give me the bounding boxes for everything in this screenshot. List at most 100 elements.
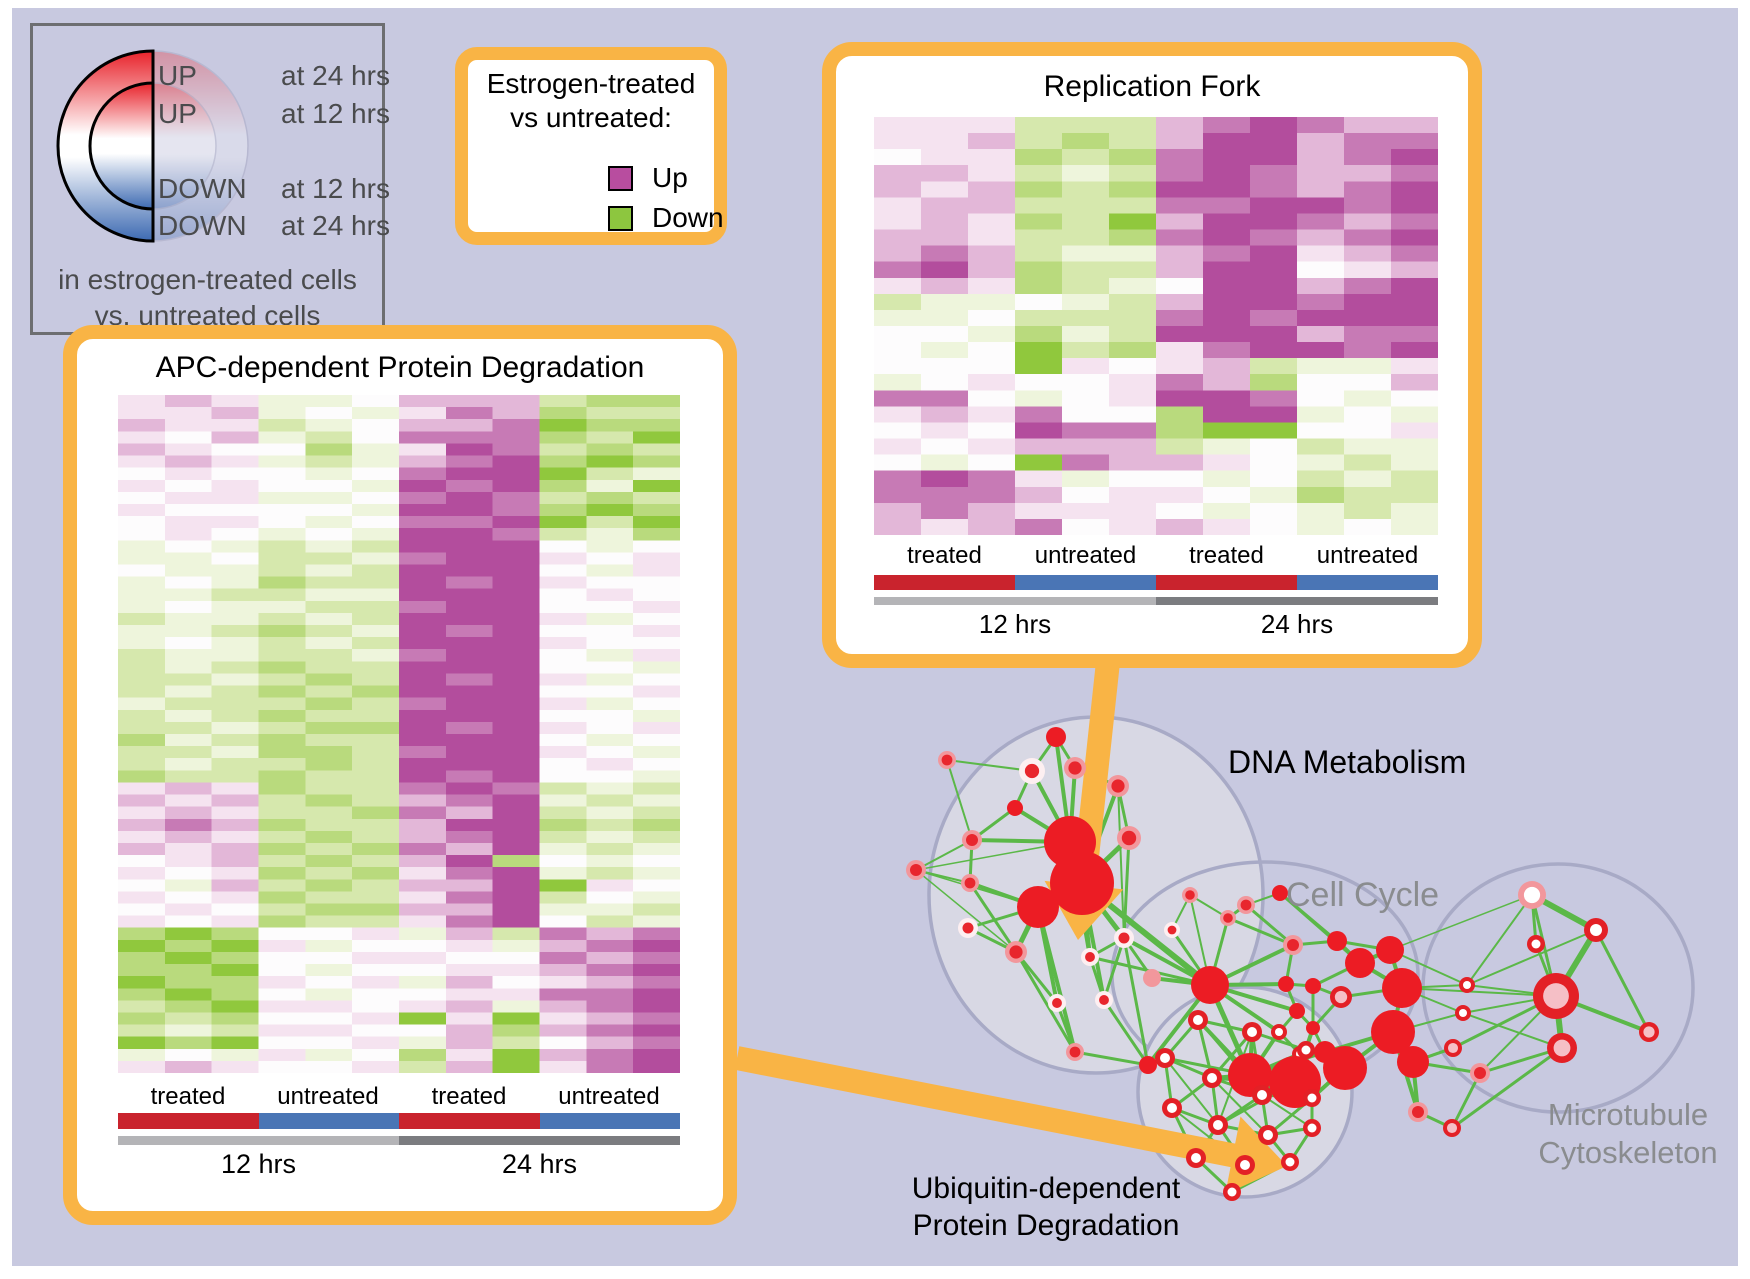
network-node <box>1117 826 1141 850</box>
network-node-core <box>910 864 922 876</box>
network-edge <box>1411 1060 1420 1114</box>
network-edge <box>1248 1030 1281 1077</box>
network-node <box>1237 896 1255 914</box>
network-node <box>1046 727 1066 747</box>
rf-time-12hrs: 12 hrs <box>978 609 1052 639</box>
network-edge <box>1171 1107 1246 1166</box>
network-edge <box>1116 784 1131 840</box>
network-node <box>1547 1033 1577 1063</box>
network-edge <box>1462 1012 1563 1049</box>
network-node <box>1064 757 1086 779</box>
network-node <box>1228 1053 1272 1097</box>
network-edge <box>915 869 1039 908</box>
network-node-core <box>1263 1130 1273 1140</box>
network-node <box>1281 1153 1299 1171</box>
network-edge <box>1466 894 1533 986</box>
apc-degradation-heatmap <box>118 395 680 1073</box>
network-node <box>1044 816 1096 868</box>
network-edge <box>1208 983 1281 1034</box>
network-node <box>1095 991 1113 1009</box>
treatment-bar-segment <box>118 1113 259 1129</box>
network-edge <box>915 841 1071 871</box>
network-node-core <box>1523 886 1541 904</box>
time-bar-segment <box>399 1136 680 1145</box>
network-edge <box>1261 1094 1313 1129</box>
network-edge <box>915 869 1017 953</box>
network-edge <box>1478 1046 1564 1075</box>
network-node <box>1269 1056 1321 1108</box>
network-edge <box>1553 993 1565 1051</box>
network-edge <box>1216 1080 1297 1127</box>
apc-treatment-bar <box>118 1113 680 1129</box>
network-edge <box>1288 1126 1314 1164</box>
network-edge <box>1266 1133 1292 1164</box>
network-edge <box>1163 1018 1200 1060</box>
network-edge <box>1210 1076 1297 1084</box>
network-node-core <box>1068 761 1082 775</box>
network-node-core <box>1207 1073 1217 1083</box>
network-edge <box>1451 994 1558 1050</box>
network-edge <box>1335 939 1392 952</box>
down-24-dir: DOWN <box>158 210 247 241</box>
network-node-core <box>1052 998 1062 1008</box>
network-node <box>1443 1119 1461 1137</box>
network-node-core <box>1069 1046 1081 1058</box>
network-edge <box>1080 784 1120 885</box>
network-node <box>1283 935 1303 955</box>
network-node <box>1518 881 1546 909</box>
network-node <box>1191 966 1229 1004</box>
network-edge <box>1054 735 1077 770</box>
network-node <box>1186 1148 1206 1168</box>
network-edge <box>1230 1163 1247 1194</box>
network-edge <box>1411 1046 1455 1064</box>
treatment-bar-segment <box>399 1113 540 1129</box>
network-node-core <box>966 834 978 846</box>
network-node-core <box>1643 1026 1655 1038</box>
apc-group-treated-12: treated <box>150 1083 226 1110</box>
network-node-core <box>1167 925 1177 935</box>
network-edge <box>1295 1009 1315 1030</box>
network-edge <box>1208 916 1230 987</box>
treatment-bar-segment <box>1015 575 1156 590</box>
network-edge <box>1164 1057 1219 1126</box>
network-edge <box>1054 735 1072 844</box>
network-edge <box>1293 1080 1314 1100</box>
network-edge <box>1189 894 1211 986</box>
network-node <box>1208 1115 1228 1135</box>
network-node <box>1202 1068 1222 1088</box>
network-edge <box>1248 1030 1254 1077</box>
network-node-core <box>1099 995 1109 1005</box>
network-edge <box>946 759 973 841</box>
network-edge <box>1226 916 1295 947</box>
network-edge <box>1216 1093 1264 1127</box>
network-node <box>1397 1046 1429 1078</box>
network-edge <box>1250 1030 1308 1052</box>
network-node <box>906 860 926 880</box>
ubiquitin-cluster <box>1136 985 1354 1199</box>
network-node-core <box>1111 779 1125 793</box>
cell-cycle-label: Cell Cycle <box>1286 876 1440 914</box>
network-edge <box>1208 983 1299 1013</box>
network-edge <box>1389 949 1468 986</box>
network-node <box>1292 1046 1308 1062</box>
network-node <box>1139 1056 1157 1074</box>
network-edge <box>1211 1077 1269 1136</box>
network-node <box>1155 1048 1175 1068</box>
network-edge <box>1217 1031 1253 1126</box>
network-node <box>1639 1022 1659 1042</box>
network-node <box>1323 1046 1367 1090</box>
time-bar-segment <box>874 597 1156 605</box>
network-node <box>1252 1085 1272 1105</box>
network-edge <box>1226 903 1248 920</box>
network-node <box>1408 1102 1428 1122</box>
network-node <box>1305 978 1321 994</box>
network-edge <box>1388 948 1404 990</box>
network-edge <box>1358 948 1392 965</box>
network-edge <box>946 759 1033 772</box>
apc-time-24hrs: 24 hrs <box>501 1149 578 1179</box>
network-edge <box>970 838 1072 844</box>
network-edge <box>1068 840 1092 959</box>
arrow-apc-to-ubiquitin-head <box>1225 1116 1287 1195</box>
network-edge <box>1594 928 1651 1034</box>
network-node-core <box>1334 990 1348 1004</box>
